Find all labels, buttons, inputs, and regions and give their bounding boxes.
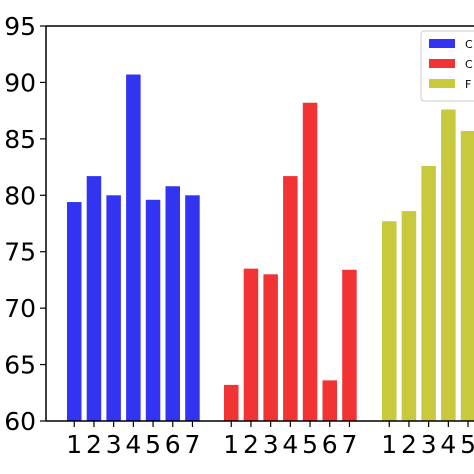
x-tick-label: 6 bbox=[322, 430, 338, 459]
x-tick-label: 2 bbox=[86, 430, 102, 459]
y-tick-label: 80 bbox=[4, 181, 36, 210]
x-tick-label: 1 bbox=[381, 430, 397, 459]
y-tick-label: 75 bbox=[4, 238, 36, 267]
legend-label: F bbox=[465, 78, 471, 91]
x-tick-label: 2 bbox=[243, 430, 259, 459]
x-tick-label: 4 bbox=[125, 430, 141, 459]
legend-label: C bbox=[465, 38, 473, 51]
bar bbox=[243, 268, 259, 421]
legend: CCF bbox=[420, 30, 474, 102]
legend-swatch bbox=[429, 79, 455, 88]
x-tick-label: 6 bbox=[165, 430, 181, 459]
legend-swatch bbox=[429, 59, 455, 68]
y-tick-label: 70 bbox=[4, 294, 36, 323]
legend-label: C bbox=[465, 58, 473, 71]
x-tick-label: 3 bbox=[421, 430, 437, 459]
bar bbox=[283, 176, 298, 421]
x-tick-label: 5 bbox=[302, 430, 318, 459]
x-tick-label: 5 bbox=[145, 430, 161, 459]
bar bbox=[106, 195, 121, 421]
x-tick-label: 1 bbox=[223, 430, 239, 459]
y-tick-label: 85 bbox=[4, 125, 36, 154]
x-tick-label: 3 bbox=[106, 430, 122, 459]
y-tick-label: 95 bbox=[4, 12, 36, 41]
bar bbox=[441, 109, 456, 421]
y-axis: 60 65 70 75 80 85 90 95 bbox=[4, 12, 474, 436]
bar bbox=[382, 221, 397, 421]
x-tick-label: 4 bbox=[440, 430, 456, 459]
x-tick-label: 2 bbox=[401, 430, 417, 459]
y-tick-label: 90 bbox=[4, 68, 36, 97]
bar bbox=[145, 199, 161, 421]
bar bbox=[342, 269, 357, 421]
x-tick-label: 1 bbox=[66, 430, 82, 459]
x-tick-label: 7 bbox=[341, 430, 357, 459]
bar bbox=[86, 176, 102, 421]
bar bbox=[263, 274, 278, 421]
bar bbox=[401, 211, 417, 421]
x-tick-label: 7 bbox=[184, 430, 200, 459]
bar bbox=[302, 102, 318, 421]
y-tick-label: 60 bbox=[4, 407, 36, 436]
bar bbox=[126, 74, 141, 422]
x-tick-label: 3 bbox=[263, 430, 279, 459]
bar bbox=[185, 195, 200, 421]
plot-area bbox=[67, 74, 474, 422]
y-tick-label: 65 bbox=[4, 351, 36, 380]
bar bbox=[224, 384, 239, 421]
x-axis: 12345671234567123456 bbox=[46, 420, 474, 459]
x-tick-label: 5 bbox=[460, 430, 474, 459]
legend-swatch bbox=[429, 39, 455, 48]
bar bbox=[165, 186, 180, 421]
bar bbox=[460, 130, 474, 421]
x-tick-label: 4 bbox=[282, 430, 298, 459]
bar bbox=[67, 202, 82, 421]
bar bbox=[322, 380, 337, 421]
bar bbox=[421, 165, 436, 421]
